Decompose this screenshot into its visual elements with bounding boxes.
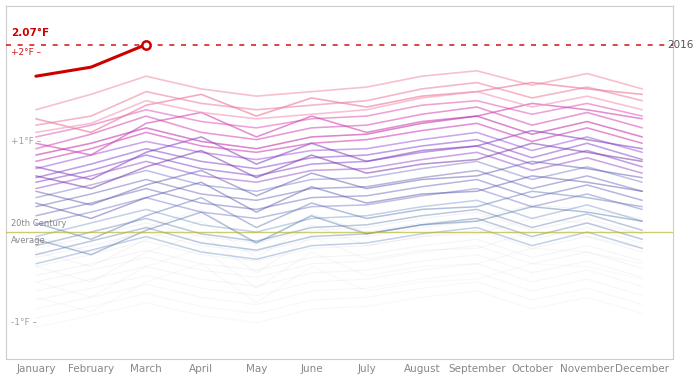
Text: +2°F –: +2°F – [11, 48, 41, 57]
Text: 20th Century: 20th Century [11, 219, 66, 228]
Text: 2.07°F: 2.07°F [11, 28, 49, 38]
Text: Average: Average [11, 236, 46, 245]
Text: -1°F –: -1°F – [11, 318, 37, 327]
Text: 2016: 2016 [667, 40, 694, 49]
Text: +1°F –: +1°F – [11, 137, 41, 146]
